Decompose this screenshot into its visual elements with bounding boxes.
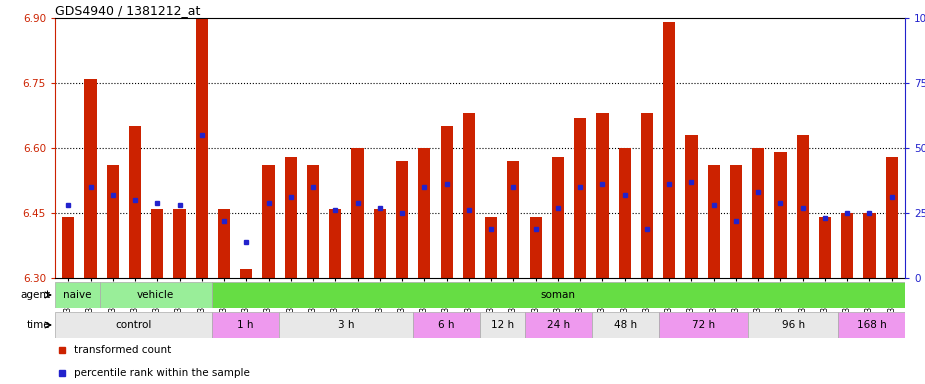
Bar	[663, 22, 675, 278]
Bar	[174, 209, 186, 278]
Bar	[752, 148, 764, 278]
Text: naive: naive	[63, 290, 92, 300]
Text: percentile rank within the sample: percentile rank within the sample	[74, 368, 250, 378]
Bar	[218, 209, 230, 278]
Text: transformed count: transformed count	[74, 345, 171, 355]
Bar	[885, 157, 898, 278]
Bar	[106, 166, 119, 278]
Text: 72 h: 72 h	[692, 320, 715, 330]
Bar	[708, 166, 720, 278]
Bar	[730, 166, 742, 278]
Text: agent: agent	[20, 290, 50, 300]
Text: time: time	[27, 320, 50, 330]
Bar	[285, 157, 297, 278]
Text: 168 h: 168 h	[857, 320, 886, 330]
Bar	[329, 209, 341, 278]
Bar	[352, 148, 364, 278]
Bar	[524, 312, 592, 338]
Text: 3 h: 3 h	[338, 320, 354, 330]
Bar	[597, 113, 609, 278]
Bar	[685, 135, 697, 278]
Text: 24 h: 24 h	[547, 320, 570, 330]
Text: 48 h: 48 h	[614, 320, 637, 330]
Bar	[240, 269, 253, 278]
Bar	[619, 148, 631, 278]
Bar	[480, 312, 524, 338]
Text: soman: soman	[541, 290, 575, 300]
Bar	[551, 157, 564, 278]
Bar	[863, 213, 876, 278]
Bar	[396, 161, 408, 278]
Bar	[748, 312, 838, 338]
Text: control: control	[115, 320, 152, 330]
Bar	[796, 135, 808, 278]
Bar	[55, 312, 212, 338]
Bar	[278, 312, 413, 338]
Bar	[151, 209, 164, 278]
Bar	[55, 282, 100, 308]
Bar	[838, 312, 905, 338]
Bar	[592, 312, 659, 338]
Text: 6 h: 6 h	[438, 320, 455, 330]
Bar	[841, 213, 853, 278]
Bar	[418, 148, 430, 278]
Text: GDS4940 / 1381212_at: GDS4940 / 1381212_at	[55, 4, 201, 17]
Bar	[196, 18, 208, 278]
Bar	[84, 79, 97, 278]
Bar	[100, 282, 212, 308]
Text: 12 h: 12 h	[491, 320, 514, 330]
Text: 96 h: 96 h	[782, 320, 805, 330]
Bar	[485, 217, 498, 278]
Bar	[212, 282, 905, 308]
Bar	[212, 312, 278, 338]
Bar	[641, 113, 653, 278]
Bar	[462, 113, 475, 278]
Bar	[413, 312, 480, 338]
Text: vehicle: vehicle	[137, 290, 174, 300]
Bar	[374, 209, 386, 278]
Bar	[659, 312, 748, 338]
Bar	[507, 161, 520, 278]
Bar	[62, 217, 75, 278]
Bar	[819, 217, 831, 278]
Bar	[529, 217, 542, 278]
Bar	[263, 166, 275, 278]
Text: 1 h: 1 h	[237, 320, 253, 330]
Bar	[440, 126, 452, 278]
Bar	[307, 166, 319, 278]
Bar	[574, 118, 586, 278]
Bar	[774, 152, 786, 278]
Bar	[129, 126, 142, 278]
